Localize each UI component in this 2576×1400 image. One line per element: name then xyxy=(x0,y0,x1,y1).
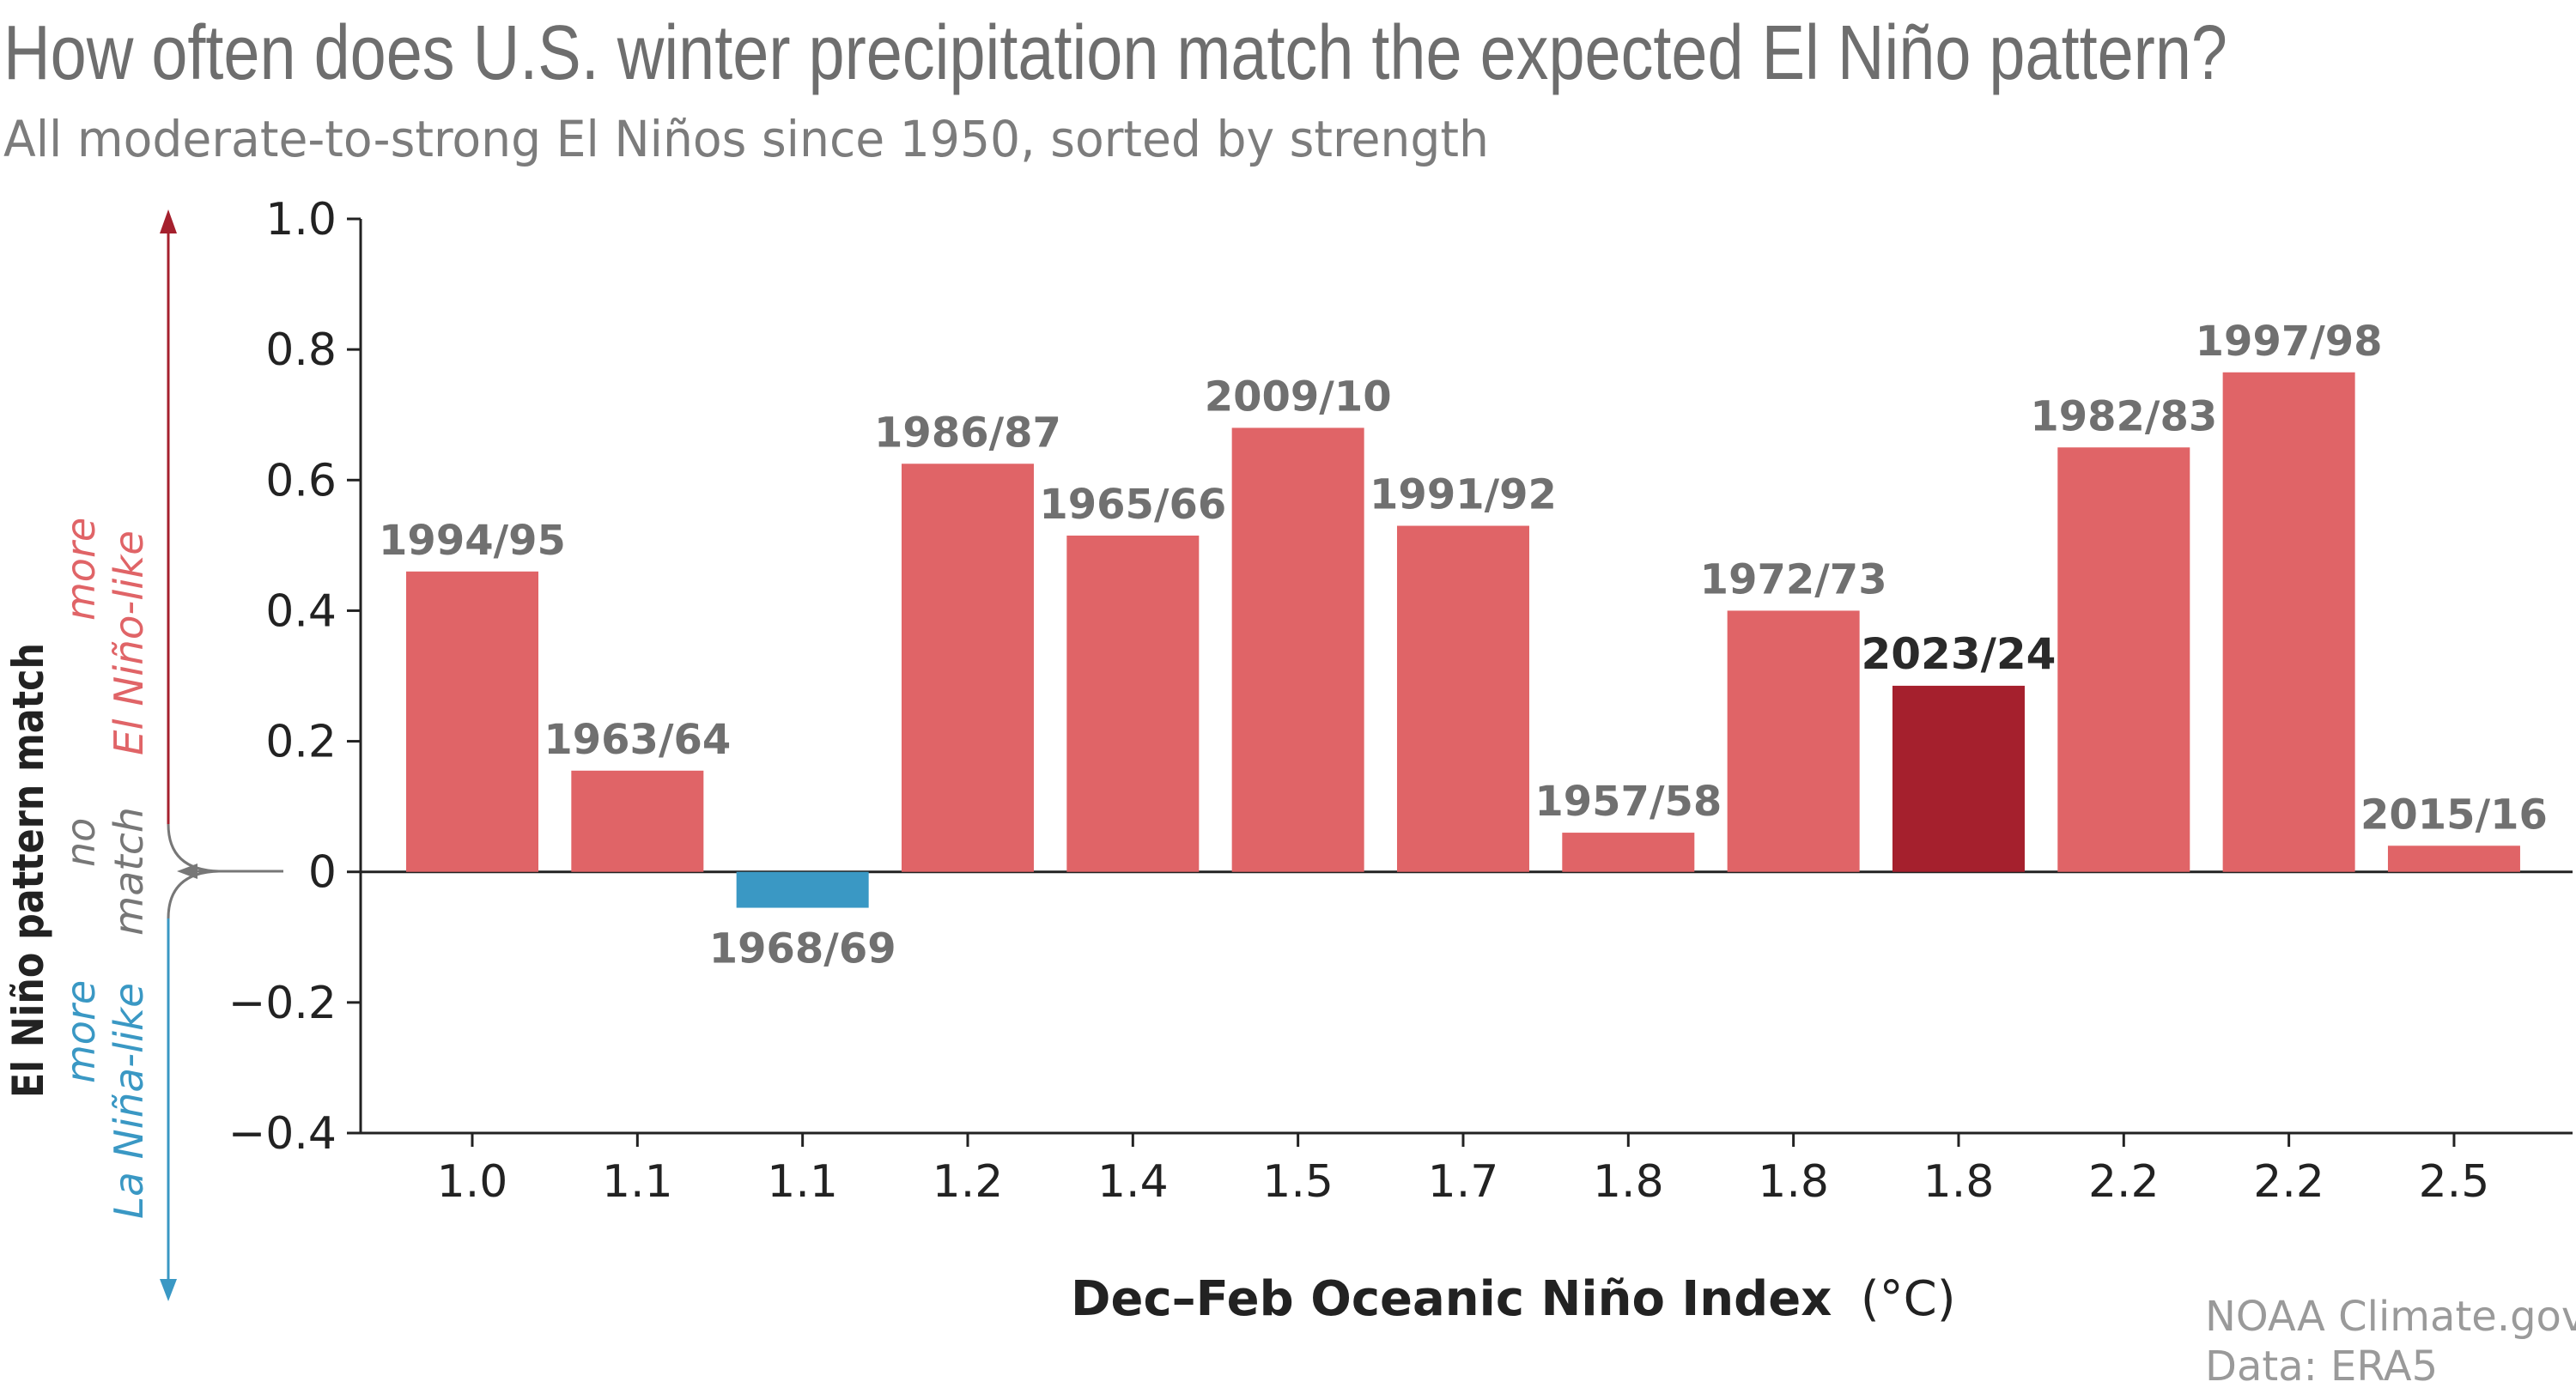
y-axis-title: El Niño pattern match xyxy=(3,643,53,1098)
bar-label: 1991/92 xyxy=(1370,471,1557,519)
direction-arrows xyxy=(160,209,283,1301)
bar-label: 1997/98 xyxy=(2196,318,2383,366)
note-no-match-line1: no xyxy=(58,818,104,867)
bar-label: 1957/58 xyxy=(1534,778,1722,826)
chart-subtitle: All moderate-to-strong El Niños since 19… xyxy=(3,110,1489,168)
note-more-el-nino-line1: more xyxy=(58,518,104,621)
note-no-match-line2: match xyxy=(106,807,152,936)
bar-1968-69 xyxy=(736,871,869,908)
x-axis-title-unit: (°C) xyxy=(1861,1271,1956,1327)
bar-1957-58 xyxy=(1562,833,1695,872)
chart-title: How often does U.S. winter precipitation… xyxy=(3,10,2227,96)
arrow-curve-upper xyxy=(167,823,222,873)
note-no-match: no match xyxy=(58,807,152,936)
bar-1965-66 xyxy=(1066,535,1200,872)
bar-label: 1972/73 xyxy=(1700,555,1887,603)
x-tick-label: 1.0 xyxy=(437,1156,508,1208)
y-tick-label: 0.8 xyxy=(265,324,337,376)
bar-1986-87 xyxy=(901,464,1034,872)
down-arrow-head xyxy=(160,1279,177,1301)
note-more-la-nina: more La Niña-like xyxy=(58,980,152,1219)
bar-1972-73 xyxy=(1727,610,1860,872)
x-tick-label: 1.2 xyxy=(933,1156,1004,1208)
bar-2015-16 xyxy=(2387,845,2520,872)
y-tick-label: 0 xyxy=(308,847,337,899)
bar-label: 1963/64 xyxy=(544,716,731,764)
x-tick-label: 1.4 xyxy=(1097,1156,1169,1208)
bar-1994-95 xyxy=(406,571,538,872)
bar-label: 1986/87 xyxy=(874,409,1061,457)
credit-source: NOAA Climate.gov xyxy=(2205,1293,2576,1341)
credit-data: Data: ERA5 xyxy=(2205,1342,2438,1391)
x-tick-label: 2.2 xyxy=(2088,1156,2160,1208)
bar-label: 2015/16 xyxy=(2360,791,2548,839)
bar-label: 2023/24 xyxy=(1861,629,2056,679)
note-more-la-nina-line2: La Niña-like xyxy=(106,983,152,1219)
note-more-la-nina-line1: more xyxy=(58,980,104,1083)
note-more-el-nino-line2: El Niño-like xyxy=(106,530,152,755)
y-axis: 1.0 0.8 0.6 0.4 0.2 0 −0.2 −0.4 xyxy=(228,194,2573,1160)
y-tick-label: 0.6 xyxy=(265,455,337,506)
x-axis-title: Dec–Feb Oceanic Niño Index (°C) xyxy=(1071,1271,1956,1327)
bar-label: 2009/10 xyxy=(1205,373,1392,421)
x-tick-label: 2.2 xyxy=(2253,1156,2324,1208)
bar-1991-92 xyxy=(1396,525,1529,872)
x-tick-label: 1.1 xyxy=(767,1156,838,1208)
up-arrow-head xyxy=(160,209,177,233)
bar-label: 1994/95 xyxy=(379,517,566,565)
y-tick-label: 0.4 xyxy=(265,585,337,637)
bar-1982-83 xyxy=(2057,447,2190,872)
y-tick-label: −0.4 xyxy=(228,1108,337,1160)
bar-2009-10 xyxy=(1231,427,1364,872)
y-tick-label: 0.2 xyxy=(265,717,337,768)
bar-labels: 1994/95 1963/64 1968/69 1986/87 1965/66 2009/… xyxy=(379,318,2548,973)
bar-label: 1968/69 xyxy=(709,925,896,973)
x-tick-label: 1.1 xyxy=(602,1156,673,1208)
bar-1963-64 xyxy=(571,770,704,872)
x-tick-label: 1.8 xyxy=(1923,1156,1995,1208)
bar-label: 1965/66 xyxy=(1039,481,1226,529)
x-tick-label: 1.8 xyxy=(1758,1156,1829,1208)
x-tick-label: 2.5 xyxy=(2419,1156,2490,1208)
bars xyxy=(406,372,2520,908)
x-tick-label: 1.7 xyxy=(1428,1156,1499,1208)
y-tick-label: 1.0 xyxy=(265,194,337,245)
x-tick-label: 1.8 xyxy=(1593,1156,1664,1208)
bar-2023-24 xyxy=(1892,685,2025,872)
bar-1997-98 xyxy=(2222,372,2355,872)
x-tick-label: 1.5 xyxy=(1262,1156,1334,1208)
x-axis: 1.0 1.1 1.1 1.2 1.4 1.5 1.7 1.8 1.8 1.8 2.2 2.2 2.5 xyxy=(361,1131,2573,1208)
y-tick-label: −0.2 xyxy=(228,978,337,1029)
note-more-el-nino: more El Niño-like xyxy=(58,518,152,755)
x-axis-title-text: Dec–Feb Oceanic Niño Index xyxy=(1071,1271,1832,1327)
no-match-arrow-head xyxy=(177,864,197,879)
arrow-curve-lower xyxy=(167,870,222,919)
bar-label: 1982/83 xyxy=(2030,392,2217,440)
